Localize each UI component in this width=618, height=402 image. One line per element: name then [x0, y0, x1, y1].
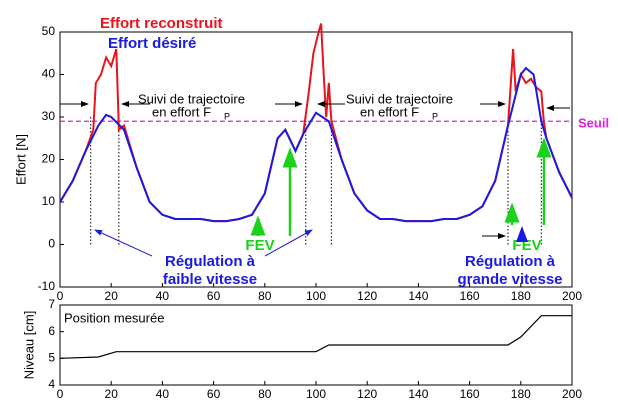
y-tick-label: 4 [48, 377, 55, 391]
y-tick-label: 40 [42, 67, 56, 81]
x-tick-label: 40 [156, 289, 170, 303]
y-tick-label: 30 [42, 109, 56, 123]
x-tick-label: 120 [357, 387, 377, 401]
y-tick-label: 50 [42, 24, 56, 38]
annotation: en effort F [152, 104, 211, 119]
x-tick-label: 140 [408, 387, 428, 401]
y-axis-label: Niveau [cm] [21, 311, 36, 380]
x-tick-label: 120 [357, 289, 377, 303]
annotation: grande vitesse [457, 271, 562, 288]
y-tick-label: 6 [48, 324, 55, 338]
x-tick-label: 180 [511, 289, 531, 303]
annotation: P [432, 111, 438, 121]
x-tick-label: 80 [258, 289, 272, 303]
annotation: Suivi de trajectoire [346, 91, 453, 106]
x-tick-label: 200 [562, 289, 582, 303]
x-tick-label: 160 [460, 387, 480, 401]
x-tick-label: 60 [207, 289, 221, 303]
x-tick-label: 140 [408, 289, 428, 303]
y-tick-label: 10 [42, 194, 56, 208]
y-tick-label: 5 [48, 351, 55, 365]
legend-entry: Effort reconstruit [100, 15, 223, 32]
x-tick-label: 60 [207, 387, 221, 401]
x-tick-label: 160 [460, 289, 480, 303]
x-tick-label: 200 [562, 387, 582, 401]
legend-entry: Effort désiré [108, 35, 196, 52]
annotation: P [224, 111, 230, 121]
annotation: Régulation à [465, 253, 556, 270]
annotation: FEV [245, 237, 274, 254]
x-tick-label: 180 [511, 387, 531, 401]
annotation: en effort F [360, 104, 419, 119]
data-line [59, 66, 573, 223]
x-tick-label: 100 [306, 387, 326, 401]
y-tick-label: 0 [48, 237, 55, 251]
y-tick-label: -10 [38, 279, 56, 293]
y-tick-label: 7 [48, 297, 55, 311]
annotation: FEV [512, 237, 541, 254]
x-tick-label: 0 [57, 289, 64, 303]
subplot-title: Position mesurée [64, 310, 164, 325]
data-line [59, 315, 572, 359]
y-axis-label: Effort [N] [13, 134, 28, 185]
y-tick-label: 20 [42, 152, 56, 166]
annotation: Suivi de trajectoire [138, 91, 245, 106]
x-tick-label: 20 [105, 387, 119, 401]
x-tick-label: 20 [105, 289, 119, 303]
x-tick-label: 80 [258, 387, 272, 401]
annotation: Régulation à [165, 253, 256, 270]
annotation: faible vitesse [163, 271, 257, 288]
data-line [59, 23, 573, 223]
annotation-arrows [60, 101, 570, 257]
x-tick-label: 0 [57, 387, 64, 401]
threshold-label: Seuil [578, 116, 609, 131]
x-tick-label: 40 [156, 387, 170, 401]
x-tick-label: 100 [306, 289, 326, 303]
